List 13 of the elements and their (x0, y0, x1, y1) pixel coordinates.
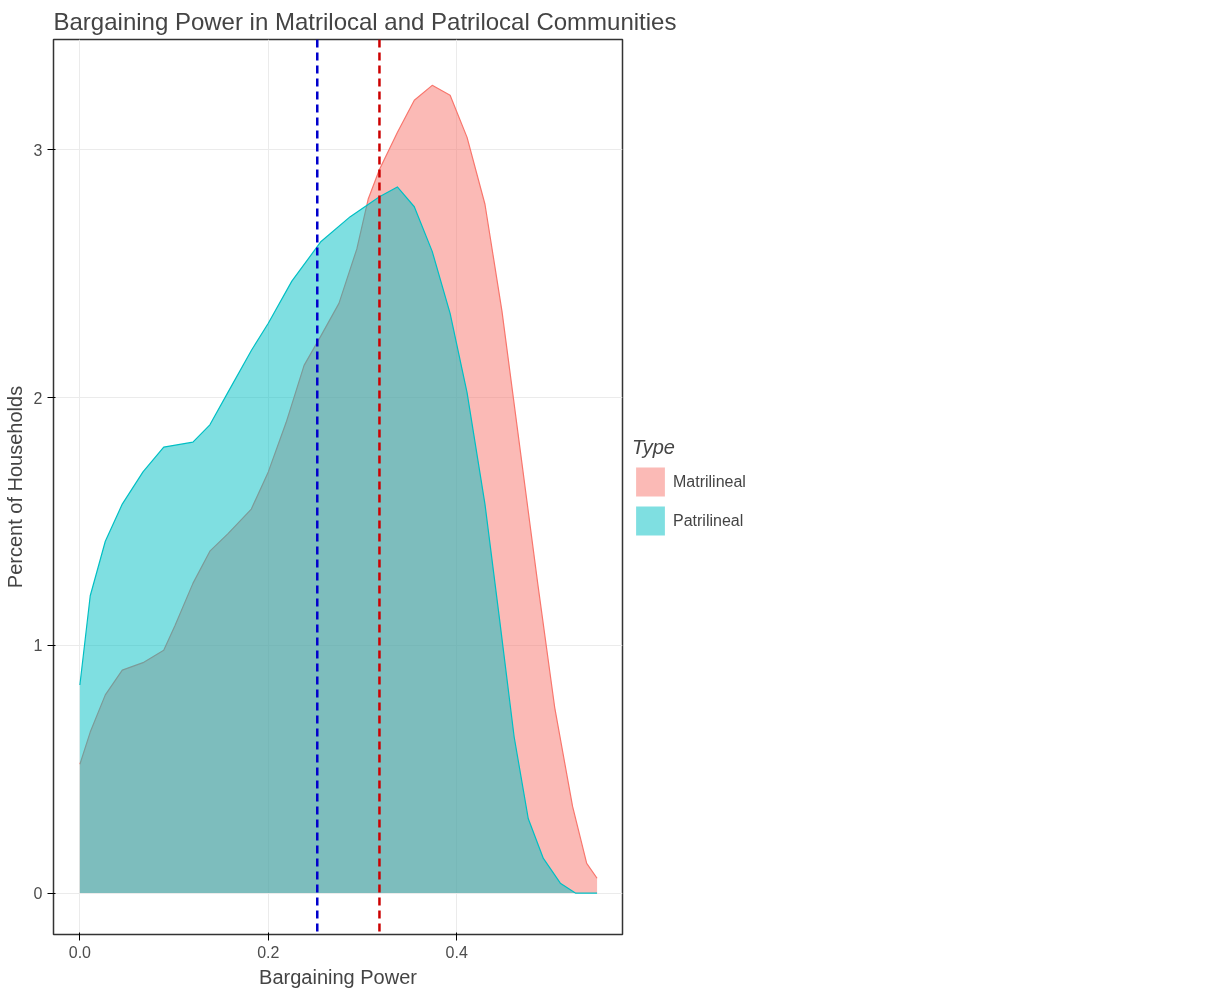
legend-label: Patrilineal (673, 511, 744, 529)
legend-label: Matrilineal (673, 472, 746, 490)
legend-title: Type (632, 435, 676, 458)
y-tick-label: 2 (33, 389, 43, 407)
x-tick-label: 0.2 (257, 943, 280, 961)
y-tick-label: 3 (33, 141, 43, 159)
x-tick-label: 0.4 (445, 943, 468, 961)
x-tick-label: 0.0 (68, 943, 92, 961)
y-axis-title: Percent of Households (3, 385, 26, 589)
chart-title: Bargaining Power in Matrilocal and Patrilocal Communities (53, 7, 677, 35)
y-tick-label: 0 (33, 885, 43, 903)
x-axis-title: Bargaining Power (259, 965, 418, 988)
y-tick-label: 1 (33, 637, 43, 655)
